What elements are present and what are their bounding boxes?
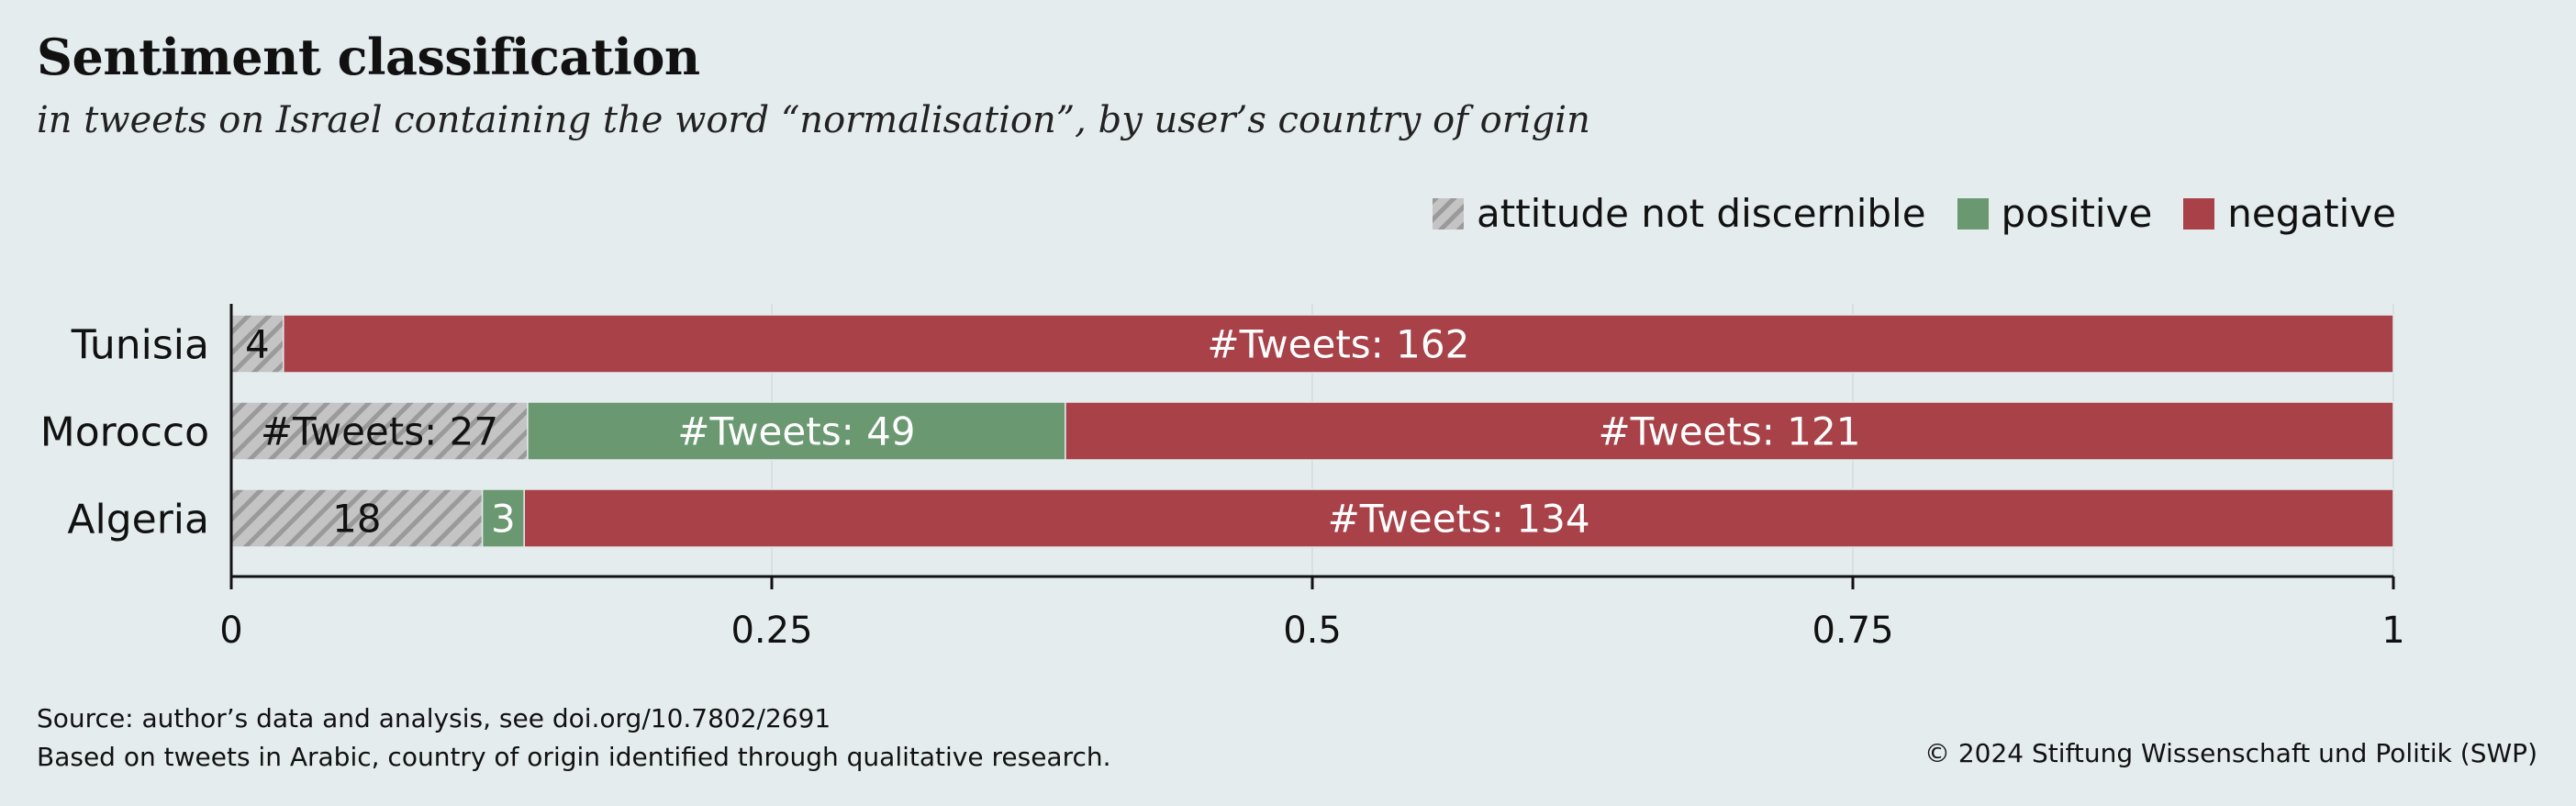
data-label-tunisia-not-discernible: 4 (245, 322, 270, 367)
x-tick-label-1: 0.25 (730, 610, 812, 652)
source-line-2: Based on tweets in Arabic, country of or… (37, 742, 1111, 772)
legend-item-negative: negative (2183, 191, 2396, 236)
data-label-morocco-not-discernible: #Tweets: 27 (261, 409, 498, 454)
legend-label-positive: positive (2001, 191, 2153, 236)
data-label-morocco-positive: #Tweets: 49 (677, 409, 915, 454)
data-label-algeria-not-discernible: 18 (332, 497, 381, 542)
legend-item-not-discernible: attitude not discernible (1433, 191, 1926, 236)
x-tick-label-2: 0.5 (1283, 610, 1342, 652)
data-label-algeria-negative: #Tweets: 134 (1328, 497, 1590, 542)
category-label-algeria: Algeria (67, 497, 209, 543)
legend: attitude not discernible positive negati… (1433, 191, 2396, 236)
legend-item-positive: positive (1957, 191, 2153, 236)
bar-tunisia-not-discernible (230, 314, 284, 374)
hatched-swatch-icon (1433, 197, 1464, 229)
bars: 4 #Tweets: 162 #Tweets: 27 #Tweets: 49 #Twee… (230, 314, 2394, 548)
bar-morocco-positive (527, 401, 1066, 461)
category-label-morocco: Morocco (40, 409, 209, 456)
bar-algeria-not-discernible (230, 488, 484, 548)
source-note: Source: author’s data and analysis, see … (37, 700, 1111, 777)
x-tick-label-0: 0 (219, 610, 242, 652)
source-line-1: Source: author’s data and analysis, see … (37, 703, 831, 733)
x-tick-label-4: 1 (2381, 610, 2404, 652)
axes: Tunisia Morocco Algeria 0 0.25 0.5 0.75 1 (40, 304, 2405, 652)
chart-subtitle: in tweets on Israel containing the word … (37, 99, 1590, 141)
x-tick-label-3: 0.75 (1812, 610, 1893, 652)
chart-title: Sentiment classification (37, 28, 700, 86)
data-label-algeria-positive: 3 (491, 497, 516, 542)
bar-algeria-negative (523, 488, 2394, 548)
category-label-tunisia: Tunisia (71, 322, 209, 369)
bar-morocco-not-discernible (230, 401, 529, 461)
legend-label-not-discernible: attitude not discernible (1477, 191, 1926, 236)
copyright-note: © 2024 Stiftung Wissenschaft und Politik… (1924, 738, 2537, 768)
bar-tunisia-negative (283, 314, 2394, 374)
negative-swatch-icon (2183, 197, 2215, 229)
positive-swatch-icon (1957, 197, 1989, 229)
data-label-tunisia-negative: #Tweets: 162 (1207, 322, 1469, 367)
legend-label-negative: negative (2227, 191, 2396, 236)
data-label-morocco-negative: #Tweets: 121 (1598, 409, 1860, 454)
bar-morocco-negative (1065, 401, 2394, 461)
